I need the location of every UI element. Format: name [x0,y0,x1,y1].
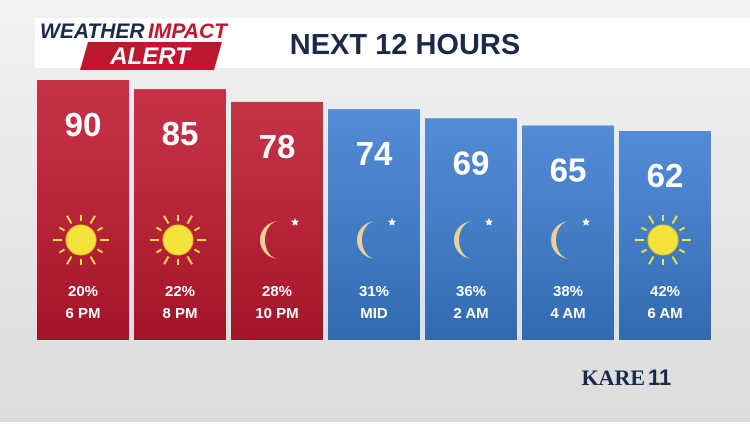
moon-star [291,218,299,226]
moon-star [582,218,590,226]
x-tick-label: 2 AM [453,305,488,322]
precipitation-label: 31% [359,283,389,300]
logo-word: ALERT [109,43,192,70]
sun-ray [640,248,648,254]
sun-ray [155,248,163,254]
bar-shade [522,125,614,341]
value-label: 65 [550,152,587,189]
brand-number: 11 [648,365,671,390]
value-label: 74 [356,135,393,172]
precipitation-label: 38% [553,283,583,300]
sun-ray [193,248,201,254]
sun-ray [671,215,678,225]
x-tick-label: 4 AM [550,305,585,322]
sun-ray [186,255,193,265]
bar-shade [37,80,129,340]
logo-box [80,42,222,70]
precipitation-label: 28% [262,283,292,300]
sun-ray [648,255,655,265]
sun-ray [186,215,193,225]
sun-ray [163,255,170,265]
sun-ray [58,226,66,232]
sun-ray [678,226,686,232]
logo-word: IMPACT [148,20,229,43]
moon-icon [260,221,279,259]
sun-ray [671,255,678,265]
value-label: 78 [259,128,296,165]
sun-ray [96,226,104,232]
moon-icon [454,221,473,259]
sun-ray [678,248,686,254]
value-label: 90 [65,106,102,143]
precipitation-label: 22% [165,283,195,300]
brand-name: KARE [581,365,645,390]
sun-ray [155,226,163,232]
sun-icon [65,224,97,256]
sun-ray [66,255,73,265]
sun-ray [89,215,96,225]
sun-ray [193,226,201,232]
precipitation-label: 42% [650,283,680,300]
value-label: 62 [647,157,684,194]
sun-ray [89,255,96,265]
precipitation-label: 20% [68,283,98,300]
precipitation-label: 36% [456,283,486,300]
bar-shade [231,101,323,340]
chart-title: NEXT 12 HOURS [290,29,520,61]
sun-ray [648,215,655,225]
bar-shade [134,89,226,340]
moon-star [388,218,396,226]
sun-ray [58,248,66,254]
sun-ray [96,248,104,254]
sun-ray [66,215,73,225]
moon-icon [357,221,376,259]
x-tick-label: MID [360,305,388,322]
logo-word: WEATHER [40,20,145,43]
sun-ray [640,226,648,232]
x-tick-label: 6 PM [65,305,100,322]
sun-icon [162,224,194,256]
bar-shade [328,109,420,341]
value-label: 69 [453,144,490,181]
bar-shade [425,118,517,340]
sun-ray [163,215,170,225]
x-tick-label: 10 PM [255,305,298,322]
x-tick-label: 6 AM [647,305,682,322]
moon-star [485,218,493,226]
value-label: 85 [162,115,199,152]
x-tick-label: 8 PM [162,305,197,322]
moon-icon [551,221,570,259]
sun-icon [647,224,679,256]
